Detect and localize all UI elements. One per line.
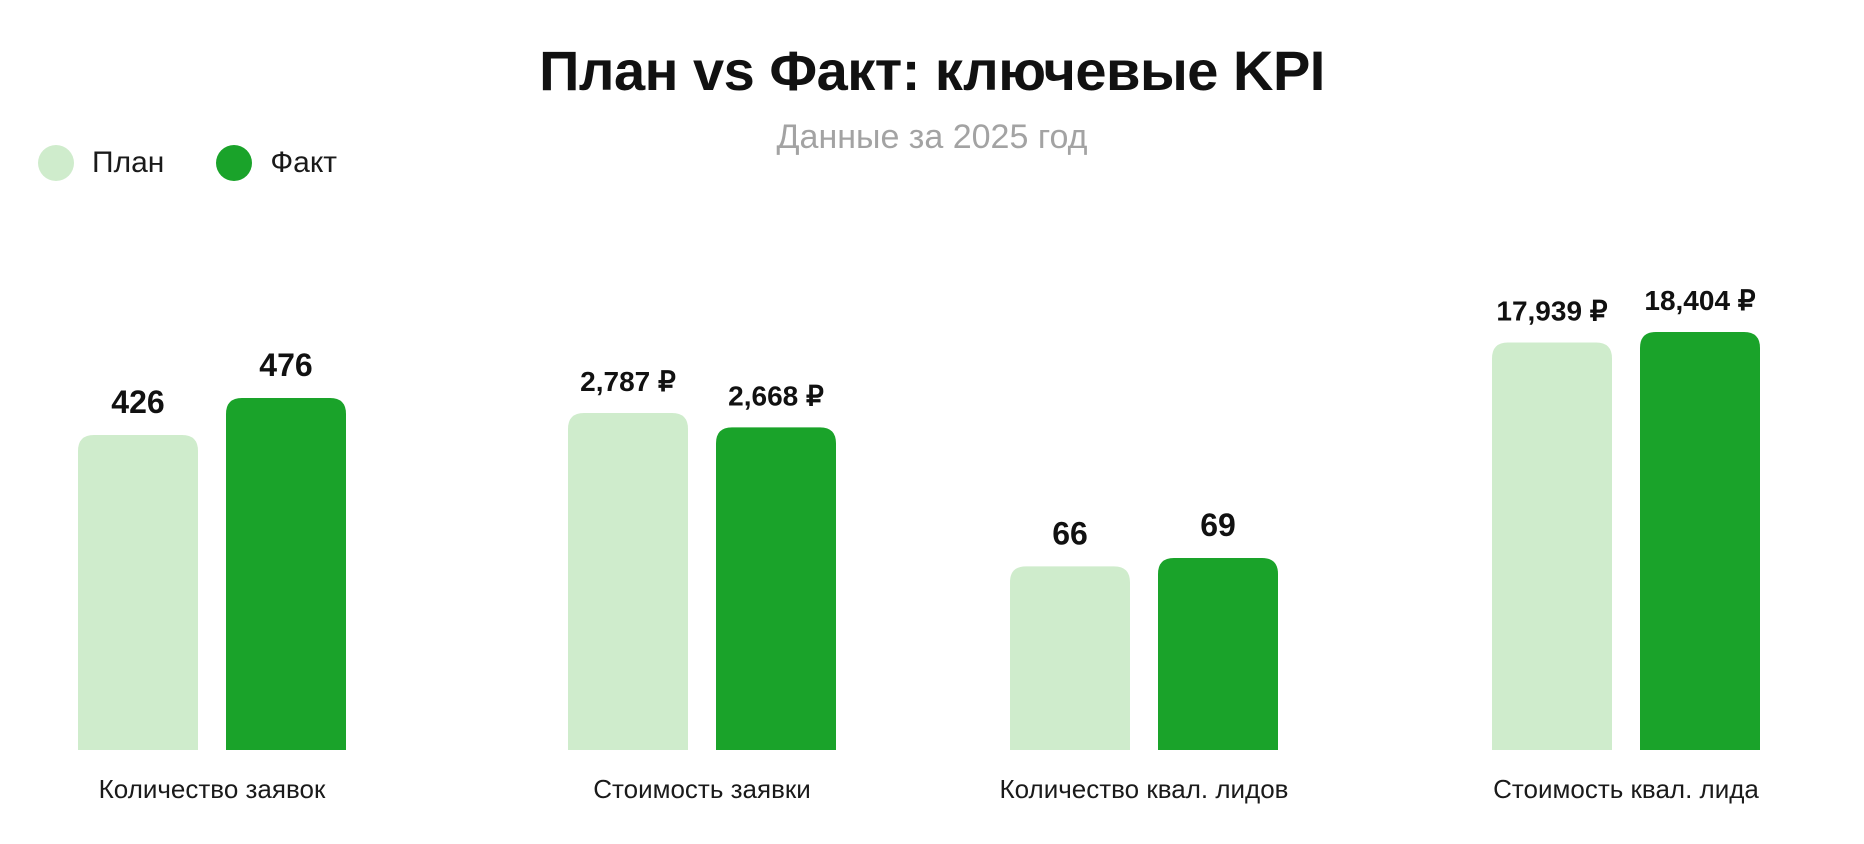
category-label-0: Количество заявок bbox=[99, 774, 326, 804]
chart-title: План vs Факт: ключевые KPI bbox=[539, 39, 1325, 102]
legend-swatch-plan bbox=[38, 145, 74, 181]
category-label-2: Количество квал. лидов bbox=[1000, 774, 1289, 804]
bar-fact-0 bbox=[226, 398, 346, 750]
bar-plan-3 bbox=[1492, 342, 1612, 750]
legend-swatch-fact bbox=[216, 145, 253, 181]
value-label-fact-1: 2,668 ₽ bbox=[728, 380, 824, 411]
value-label-plan-0: 426 bbox=[111, 384, 164, 420]
value-label-plan-2: 66 bbox=[1052, 515, 1088, 551]
category-label-1: Стоимость заявки bbox=[593, 774, 811, 804]
bar-fact-3 bbox=[1640, 332, 1760, 750]
value-label-fact-3: 18,404 ₽ bbox=[1644, 285, 1755, 316]
legend-item-plan: План bbox=[38, 145, 164, 181]
bar-fact-1 bbox=[716, 427, 836, 750]
bar-plan-0 bbox=[78, 434, 198, 750]
legend-label-plan: План bbox=[92, 146, 165, 179]
bar-fact-2 bbox=[1158, 558, 1278, 750]
legend-label-fact: Факт bbox=[270, 146, 338, 179]
bar-plan-2 bbox=[1010, 566, 1130, 750]
chart-subtitle: Данные за 2025 год bbox=[776, 118, 1088, 156]
value-label-fact-2: 69 bbox=[1200, 507, 1236, 543]
legend: План Факт bbox=[38, 145, 389, 181]
category-label-3: Стоимость квал. лида bbox=[1493, 774, 1759, 804]
legend-item-fact: Факт bbox=[216, 145, 337, 181]
value-label-fact-0: 476 bbox=[259, 347, 312, 383]
bar-plan-1 bbox=[568, 413, 688, 750]
value-label-plan-3: 17,939 ₽ bbox=[1496, 296, 1607, 327]
value-label-plan-1: 2,787 ₽ bbox=[580, 366, 676, 397]
